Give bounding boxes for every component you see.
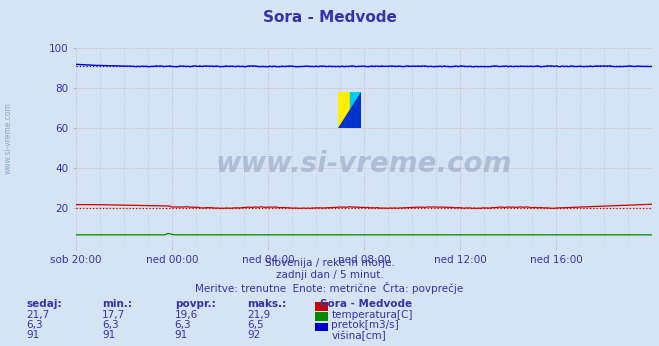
Text: sedaj:: sedaj: — [26, 299, 62, 309]
Bar — [338, 92, 350, 128]
Text: www.si-vreme.com: www.si-vreme.com — [216, 150, 512, 178]
Text: 6,3: 6,3 — [26, 320, 43, 330]
Text: 19,6: 19,6 — [175, 310, 198, 320]
Bar — [350, 92, 361, 128]
Text: Sora - Medvode: Sora - Medvode — [320, 299, 412, 309]
Text: 6,5: 6,5 — [247, 320, 264, 330]
Text: višina[cm]: višina[cm] — [331, 330, 386, 341]
Text: povpr.:: povpr.: — [175, 299, 215, 309]
Text: pretok[m3/s]: pretok[m3/s] — [331, 320, 399, 330]
Text: Slovenija / reke in morje.: Slovenija / reke in morje. — [264, 258, 395, 268]
Text: www.si-vreme.com: www.si-vreme.com — [3, 102, 13, 174]
Text: 17,7: 17,7 — [102, 310, 125, 320]
Text: 91: 91 — [102, 330, 115, 340]
Text: temperatura[C]: temperatura[C] — [331, 310, 413, 320]
Text: 91: 91 — [175, 330, 188, 340]
Text: 91: 91 — [26, 330, 40, 340]
Polygon shape — [338, 92, 361, 128]
Text: 92: 92 — [247, 330, 260, 340]
Text: Meritve: trenutne  Enote: metrične  Črta: povprečje: Meritve: trenutne Enote: metrične Črta: … — [195, 282, 464, 294]
Text: min.:: min.: — [102, 299, 132, 309]
Text: Sora - Medvode: Sora - Medvode — [262, 10, 397, 25]
Text: maks.:: maks.: — [247, 299, 287, 309]
Text: zadnji dan / 5 minut.: zadnji dan / 5 minut. — [275, 270, 384, 280]
Text: 21,9: 21,9 — [247, 310, 270, 320]
Text: 6,3: 6,3 — [102, 320, 119, 330]
Text: 21,7: 21,7 — [26, 310, 49, 320]
Text: 6,3: 6,3 — [175, 320, 191, 330]
